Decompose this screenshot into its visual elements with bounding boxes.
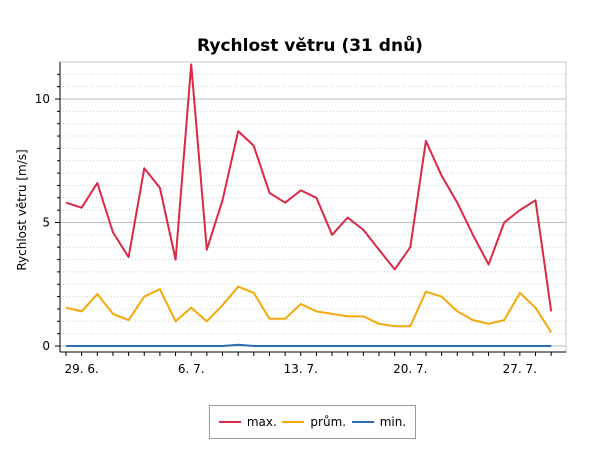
legend-label: min. [379,415,407,429]
series-line-1 [65,285,553,333]
y-tick-label: 0 [42,339,50,353]
legend-item: prům. [282,415,346,429]
legend-label: prům. [310,415,347,429]
x-tick-label: 13. 7. [284,362,318,376]
series-lines [65,63,553,347]
legend-item: max. [218,415,277,429]
x-tick-label: 20. 7. [393,362,427,376]
legend-label: max. [246,415,277,429]
x-tick-label: 6. 7. [178,362,205,376]
legend-swatch [218,421,241,423]
series-line-0 [65,63,553,312]
legend-item: min. [351,415,407,429]
legend: max. prům. min. [209,405,416,439]
legend-swatch [351,421,374,423]
x-tick-label: 27. 7. [503,362,537,376]
x-tick-label: 29. 6. [64,362,98,376]
chart-title: Rychlost větru (31 dnů) [197,34,423,56]
y-tick-label: 10 [35,92,50,106]
axes: 0 5 10 29. 6. 6. 7. 13. 7. 20. 7. 27. 7. [35,61,567,376]
legend-swatch [282,421,305,423]
y-tick-label: 5 [42,216,50,230]
series-line-2 [66,343,552,347]
y-axis-label: Rychlost větru [m/s] [15,149,29,270]
